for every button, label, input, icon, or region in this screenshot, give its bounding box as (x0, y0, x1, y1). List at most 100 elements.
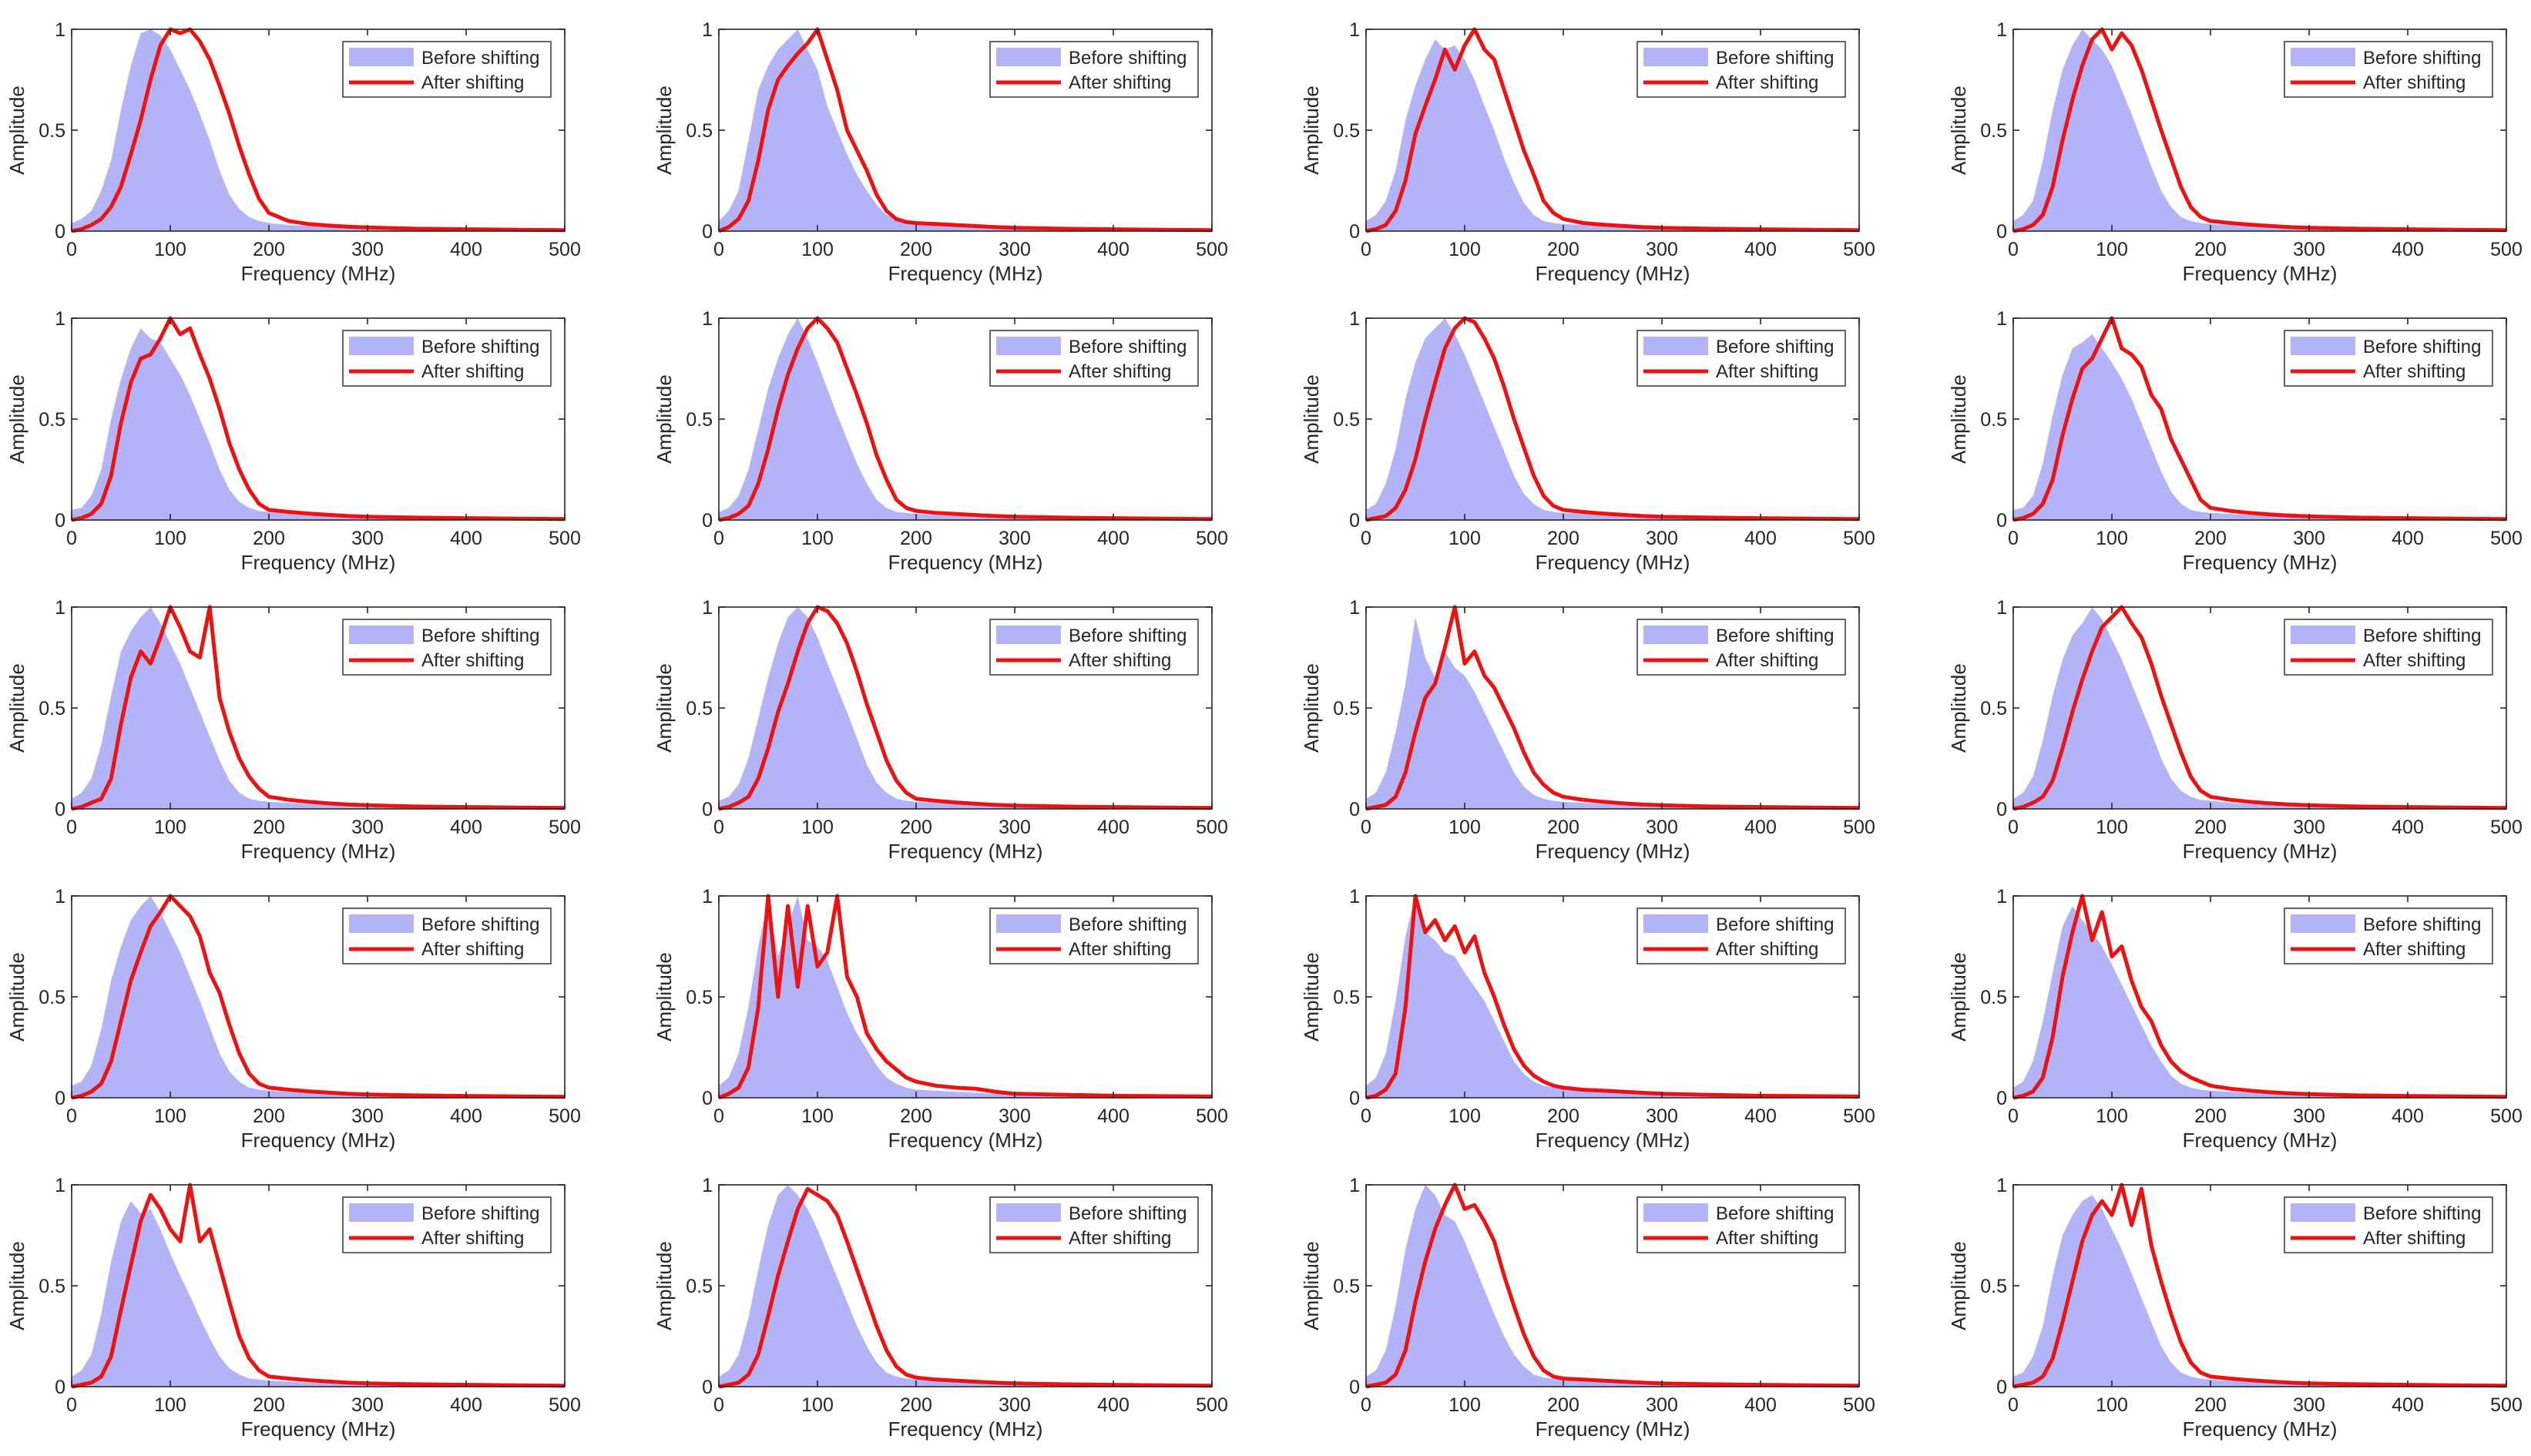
legend-label-after: After shifting (2363, 361, 2466, 382)
x-tick-label: 200 (253, 239, 285, 260)
y-tick-label: 0 (1349, 1088, 1360, 1109)
x-tick-label: 500 (549, 1105, 581, 1127)
y-axis-label: Amplitude (5, 663, 29, 753)
y-tick-label: 0 (1349, 1377, 1360, 1398)
y-tick-label: 1 (1996, 886, 2007, 907)
y-axis-label: Amplitude (1947, 86, 1970, 175)
x-axis-label: Frequency (MHz) (241, 551, 396, 574)
y-tick-label: 1 (702, 308, 713, 330)
x-tick-label: 100 (2096, 528, 2128, 549)
legend-label-after: After shifting (1069, 939, 1171, 960)
x-axis-label: Frequency (MHz) (2183, 551, 2338, 574)
y-tick-label: 0.5 (686, 1276, 713, 1297)
before-shifting-area (719, 318, 1212, 520)
legend-label-before: Before shifting (1716, 1203, 1834, 1224)
after-shifting-line (71, 316, 566, 522)
x-tick-label: 0 (1361, 817, 1371, 838)
x-tick-label: 100 (154, 528, 186, 549)
x-tick-label: 0 (66, 1105, 77, 1127)
x-axis-label: Frequency (MHz) (888, 262, 1043, 285)
x-axis-label: Frequency (MHz) (888, 840, 1043, 863)
x-tick-label: 300 (1646, 1394, 1678, 1416)
x-tick-label: 500 (1843, 239, 1875, 260)
x-tick-label: 300 (351, 1105, 384, 1127)
x-tick-label: 0 (713, 528, 724, 549)
legend-label-before: Before shifting (421, 626, 539, 646)
legend-swatch-before (349, 1203, 414, 1222)
subplot-r1-c3: 0 100 200 300 400 500 0 0.5 1 Frequency (MHz) Ampl… (1300, 19, 1875, 285)
legend-label-after: After shifting (2363, 939, 2466, 960)
legend: Before shifting After shifting (1636, 907, 1846, 965)
y-tick-label: 1 (1349, 886, 1360, 907)
legend: Before shifting After shifting (2284, 907, 2493, 965)
x-tick-label: 200 (900, 528, 932, 549)
after-shifting-line (718, 605, 1213, 811)
x-tick-label: 100 (1448, 239, 1481, 260)
x-tick-label: 200 (1547, 239, 1579, 260)
x-tick-label: 300 (2293, 528, 2325, 549)
legend: Before shifting After shifting (1636, 1196, 1846, 1253)
x-tick-label: 400 (1097, 239, 1130, 260)
x-tick-label: 100 (1448, 817, 1481, 838)
x-tick-label: 100 (154, 1105, 186, 1127)
y-axis-label: Amplitude (1947, 952, 1970, 1042)
y-tick-label: 0.5 (1980, 409, 2007, 431)
subplot-r1-c1: 0 100 200 300 400 500 0 0.5 1 Frequency (MHz) Ampl… (5, 19, 581, 285)
y-tick-label: 0 (55, 1088, 65, 1109)
y-axis-label: Amplitude (653, 86, 676, 175)
y-axis-label: Amplitude (1947, 374, 1970, 464)
after-shifting-line (718, 894, 1213, 1100)
x-tick-label: 500 (2490, 1105, 2523, 1127)
x-tick-label: 0 (2008, 1394, 2019, 1416)
legend: Before shifting After shifting (989, 41, 1199, 98)
legend-label-before: Before shifting (1069, 1203, 1187, 1224)
x-tick-label: 200 (1547, 817, 1579, 838)
subplot-r4-c4: 0 100 200 300 400 500 0 0.5 1 Frequency (MHz) Ampl… (1947, 886, 2523, 1152)
y-tick-label: 1 (1349, 19, 1360, 41)
legend: Before shifting After shifting (342, 907, 552, 965)
x-tick-label: 300 (1646, 528, 1678, 549)
x-tick-label: 200 (2194, 1394, 2227, 1416)
y-tick-label: 0 (702, 1377, 713, 1398)
legend-label-after: After shifting (421, 72, 524, 93)
x-axis-label: Frequency (MHz) (1536, 262, 1690, 285)
legend-swatch-before (349, 48, 414, 66)
x-tick-label: 300 (999, 1105, 1031, 1127)
x-tick-label: 500 (1196, 1105, 1228, 1127)
before-shifting-area (2013, 607, 2506, 809)
x-tick-label: 400 (1097, 1105, 1130, 1127)
legend-label-after: After shifting (1716, 650, 1818, 671)
x-tick-label: 100 (801, 528, 834, 549)
subplot-r3-c2: 0 100 200 300 400 500 0 0.5 1 Frequency (MHz) Ampl… (653, 597, 1228, 863)
legend: Before shifting After shifting (342, 41, 552, 98)
x-tick-label: 400 (450, 1105, 482, 1127)
x-tick-label: 400 (450, 817, 482, 838)
legend-label-before: Before shifting (1069, 626, 1187, 646)
x-tick-label: 0 (1361, 239, 1371, 260)
before-shifting-area (719, 1185, 1212, 1387)
x-tick-label: 0 (2008, 239, 2019, 260)
before-shifting-area (1366, 39, 1859, 231)
subplot-r1-c2: 0 100 200 300 400 500 0 0.5 1 Frequency (MHz) Ampl… (653, 19, 1228, 285)
legend-label-after: After shifting (421, 361, 524, 382)
x-tick-label: 300 (351, 817, 384, 838)
x-tick-label: 100 (801, 1394, 834, 1416)
x-tick-label: 500 (549, 528, 581, 549)
y-tick-label: 0.5 (1980, 698, 2007, 720)
y-tick-label: 0.5 (1333, 409, 1360, 431)
x-tick-label: 400 (1097, 528, 1130, 549)
y-tick-label: 0 (55, 799, 65, 820)
legend-label-after: After shifting (1069, 361, 1171, 382)
x-tick-label: 500 (1843, 1394, 1875, 1416)
after-shifting-line (2012, 316, 2507, 522)
y-tick-label: 0 (1996, 1088, 2007, 1109)
x-tick-label: 100 (2096, 239, 2128, 260)
x-tick-label: 300 (1646, 239, 1678, 260)
legend-label-after: After shifting (2363, 1228, 2466, 1249)
after-shifting-line (71, 894, 566, 1100)
x-tick-label: 400 (1744, 1105, 1777, 1127)
after-shifting-line (1365, 27, 1860, 233)
legend-label-after: After shifting (1069, 650, 1171, 671)
before-shifting-area (72, 896, 565, 1098)
y-tick-label: 0.5 (1333, 987, 1360, 1008)
